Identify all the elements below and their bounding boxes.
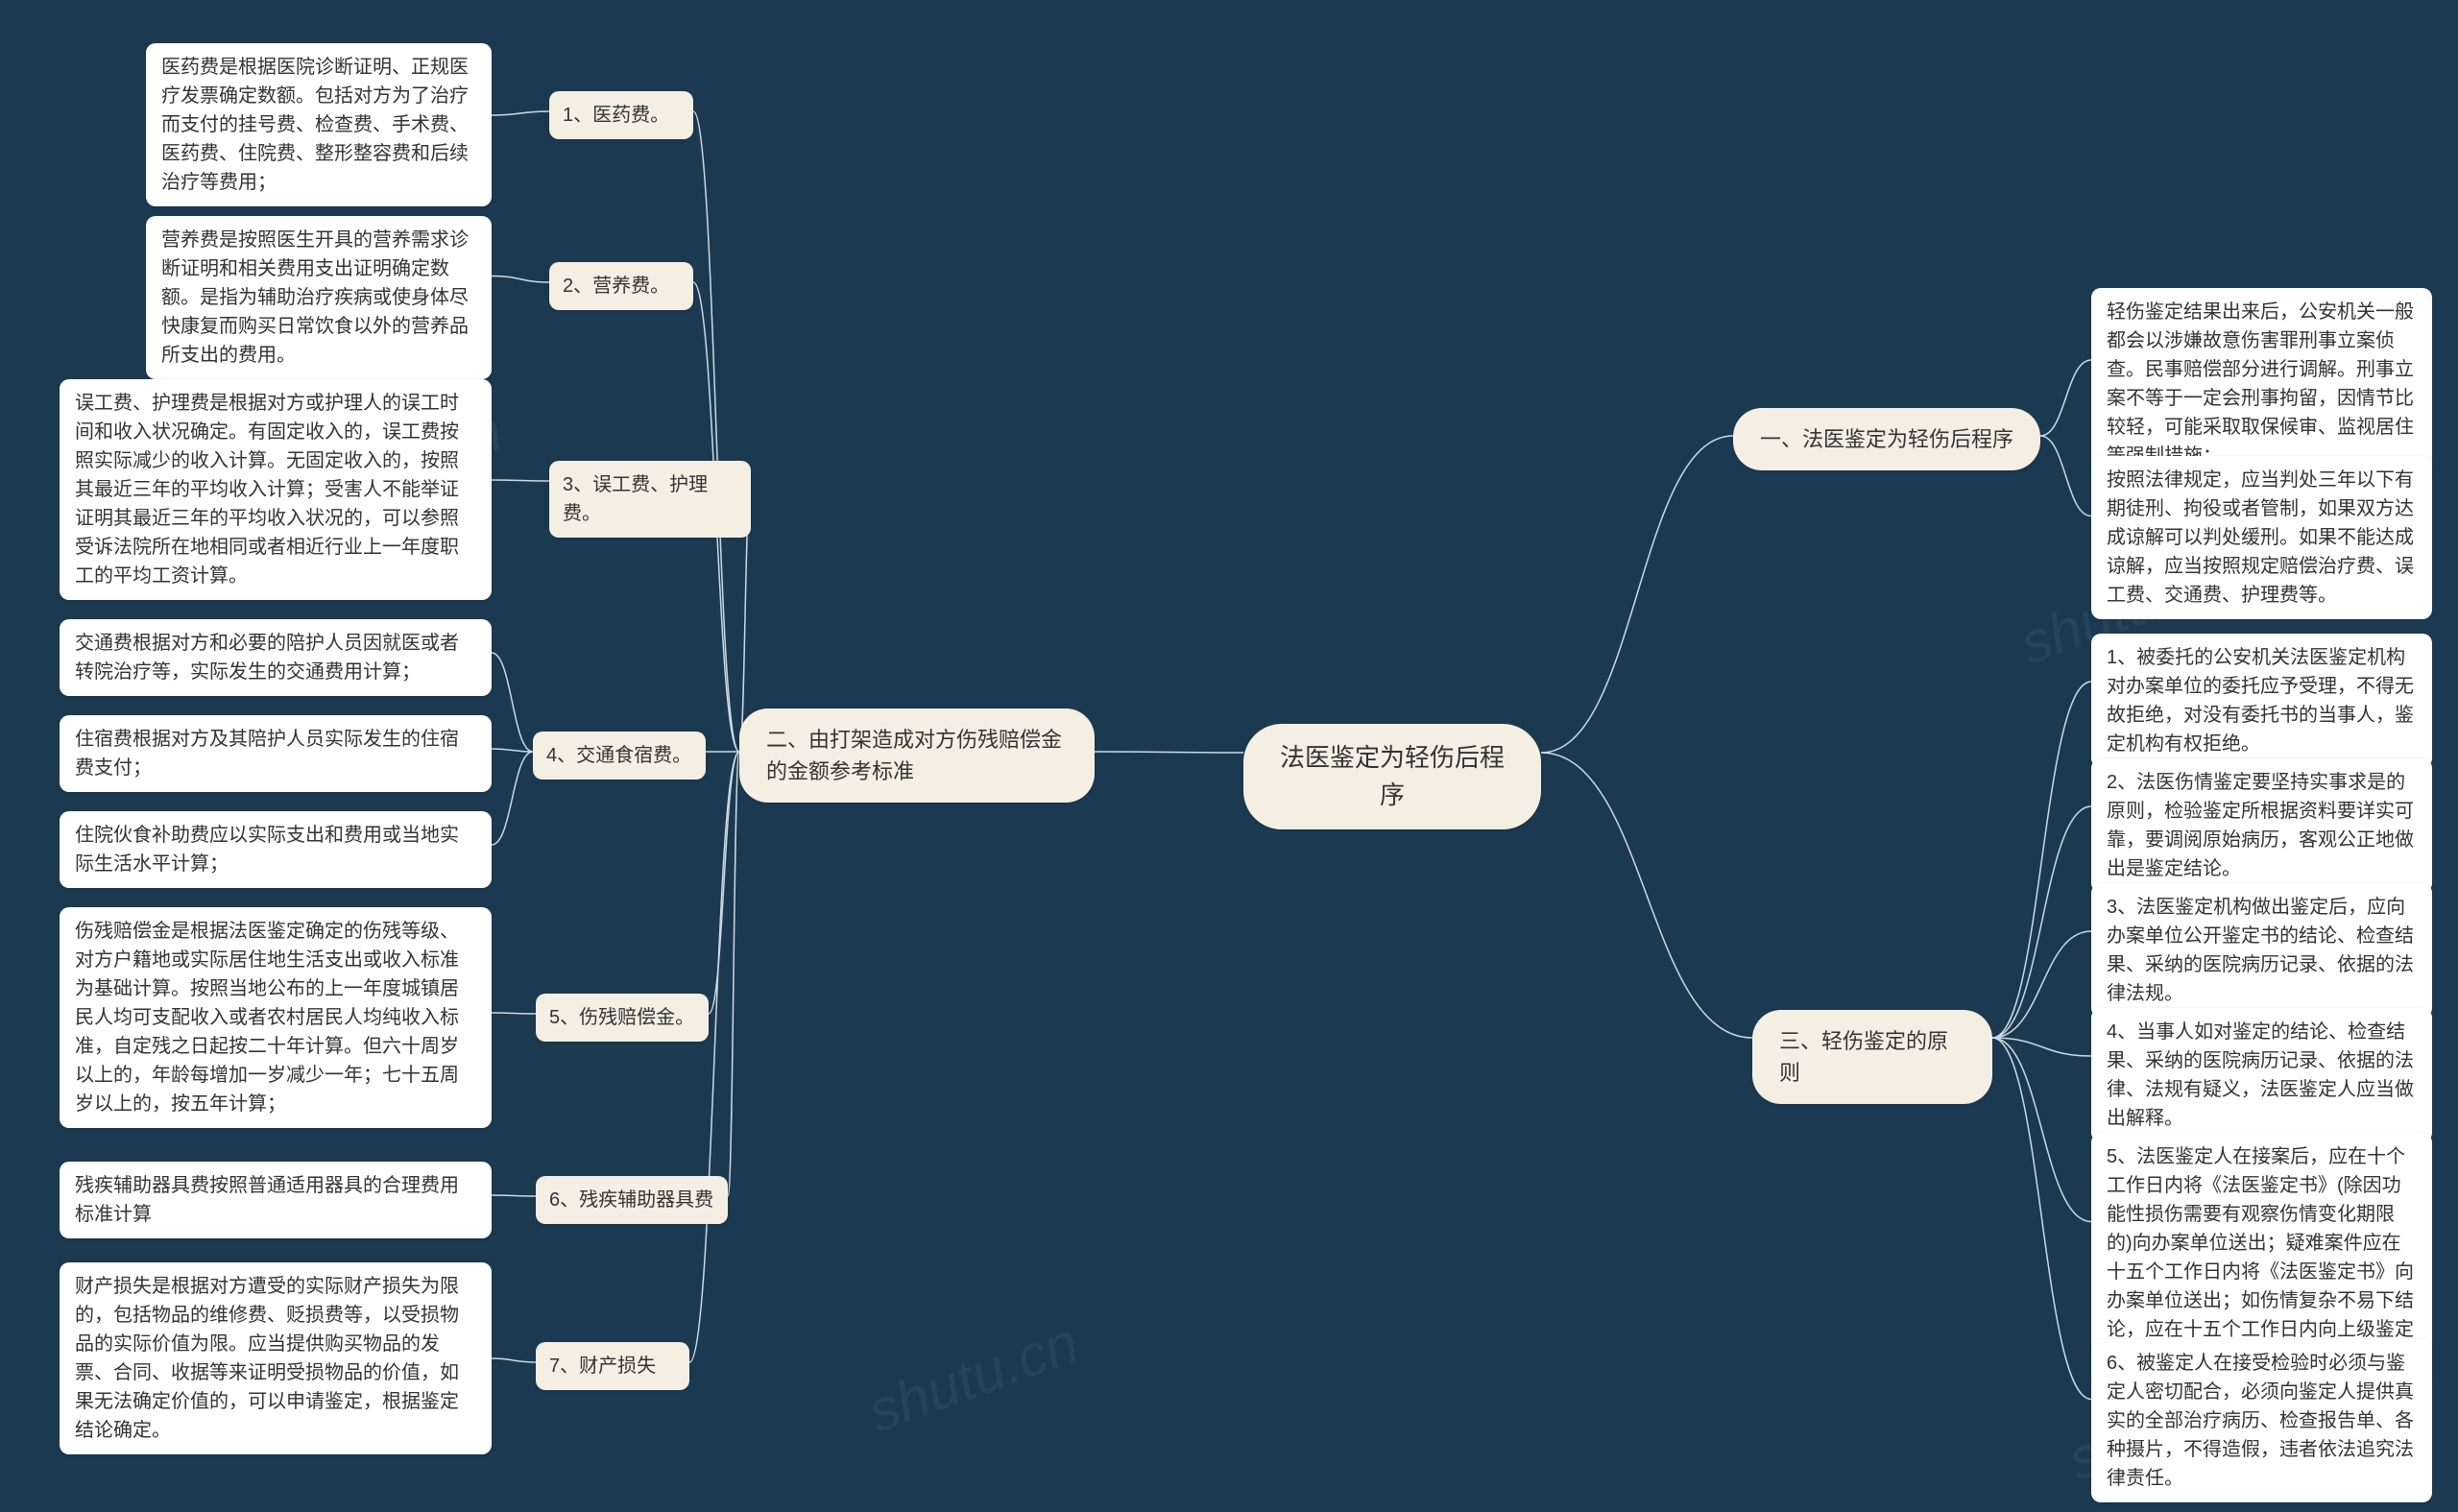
node-b2s1-d0: 医药费是根据医院诊断证明、正规医疗发票确定数额。包括对方为了治疗而支付的挂号费、…	[146, 43, 492, 206]
node-b2s2-d0: 营养费是按照医生开具的营养需求诊断证明和相关费用支出证明确定数额。是指为辅助治疗…	[146, 216, 492, 379]
node-b2s2: 2、营养费。	[549, 262, 693, 310]
node-b2s3-d0: 误工费、护理费是根据对方或护理人的误工时间和收入状况确定。有固定收入的，误工费按…	[60, 379, 492, 600]
node-b1c2: 按照法律规定，应当判处三年以下有期徒刑、拘役或者管制，如果双方达成谅解可以判处缓…	[2091, 456, 2432, 619]
node-b3c3: 3、法医鉴定机构做出鉴定后，应向办案单位公开鉴定书的结论、检查结果、采纳的医院病…	[2091, 883, 2432, 1018]
node-b2s7-d0: 财产损失是根据对方遭受的实际财产损失为限的，包括物品的维修费、贬损费等，以受损物…	[60, 1262, 492, 1454]
node-b2s6-d0: 残疾辅助器具费按照普通适用器具的合理费用标准计算	[60, 1162, 492, 1238]
node-b2s7: 7、财产损失	[536, 1342, 689, 1390]
branch-b3: 三、轻伤鉴定的原则	[1752, 1010, 1992, 1104]
center-node: 法医鉴定为轻伤后程序	[1243, 724, 1541, 829]
node-b3c1: 1、被委托的公安机关法医鉴定机构对办案单位的委托应予受理，不得无故拒绝，对没有委…	[2091, 634, 2432, 768]
node-b1c1: 轻伤鉴定结果出来后，公安机关一般都会以涉嫌故意伤害罪刑事立案侦查。民事赔偿部分进…	[2091, 288, 2432, 480]
watermark-1: shutu.cn	[859, 1308, 1087, 1445]
node-b3c4: 4、当事人如对鉴定的结论、检查结果、采纳的医院病历记录、依据的法律、法规有疑义，…	[2091, 1008, 2432, 1142]
node-b2s4-d2: 住院伙食补助费应以实际支出和费用或当地实际生活水平计算；	[60, 811, 492, 888]
node-b2s3: 3、误工费、护理费。	[549, 461, 751, 538]
node-b2s1: 1、医药费。	[549, 91, 693, 139]
node-b2s6: 6、残疾辅助器具费	[536, 1176, 728, 1224]
node-b2s5-d0: 伤残赔偿金是根据法医鉴定确定的伤残等级、对方户籍地或实际居住地生活支出或收入标准…	[60, 907, 492, 1128]
branch-b2: 二、由打架造成对方伤残赔偿金的金额参考标准	[739, 708, 1095, 803]
node-b2s4: 4、交通食宿费。	[533, 732, 706, 780]
node-b2s4-d0: 交通费根据对方和必要的陪护人员因就医或者转院治疗等，实际发生的交通费用计算；	[60, 619, 492, 696]
node-b2s5: 5、伤残赔偿金。	[536, 994, 709, 1042]
node-b2s4-d1: 住宿费根据对方及其陪护人员实际发生的住宿费支付；	[60, 715, 492, 792]
node-b3c6: 6、被鉴定人在接受检验时必须与鉴定人密切配合，必须向鉴定人提供真实的全部治疗病历…	[2091, 1339, 2432, 1502]
node-b3c2: 2、法医伤情鉴定要坚持实事求是的原则，检验鉴定所根据资料要详实可靠，要调阅原始病…	[2091, 758, 2432, 893]
branch-b1: 一、法医鉴定为轻伤后程序	[1733, 408, 2040, 470]
